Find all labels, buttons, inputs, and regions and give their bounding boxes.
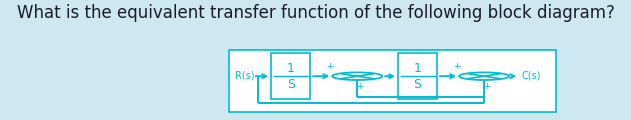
Text: S: S: [413, 78, 422, 91]
Text: +: +: [452, 62, 460, 71]
Ellipse shape: [459, 72, 509, 80]
Text: +: +: [483, 82, 490, 91]
Text: What is the equivalent transfer function of the following block diagram?: What is the equivalent transfer function…: [16, 4, 615, 22]
Text: +: +: [326, 62, 333, 71]
Ellipse shape: [332, 72, 382, 80]
Text: C(s): C(s): [522, 70, 541, 80]
FancyBboxPatch shape: [398, 53, 437, 99]
FancyBboxPatch shape: [229, 50, 556, 112]
Text: +: +: [356, 82, 363, 91]
Text: S: S: [286, 78, 295, 91]
Text: R(s): R(s): [235, 70, 254, 80]
Text: 1: 1: [414, 62, 422, 75]
Text: 1: 1: [286, 62, 295, 75]
FancyBboxPatch shape: [271, 53, 310, 99]
